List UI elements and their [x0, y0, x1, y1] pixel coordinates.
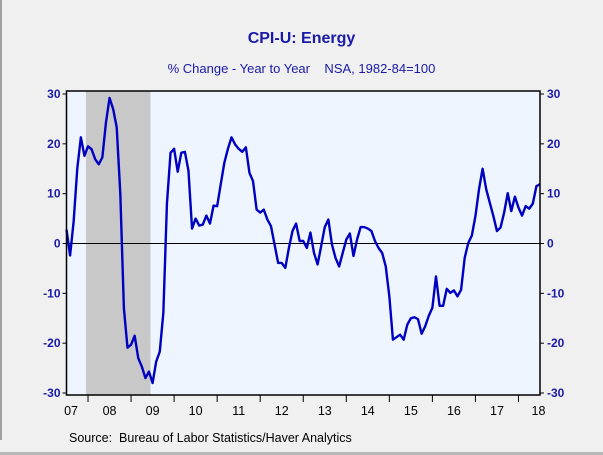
source-note: Source: Bureau of Labor Statistics/Haver…	[69, 431, 352, 445]
x-tick-label: 09	[146, 404, 160, 418]
x-tick-label: 17	[490, 404, 504, 418]
y-tick-label-right: 10	[547, 187, 561, 201]
y-tick-label-left: -10	[43, 286, 61, 300]
y-tick-label-right: -20	[547, 336, 565, 350]
y-tick-label-right: 20	[547, 137, 561, 151]
chart-subtitle: % Change - Year to Year NSA, 1982-84=100	[167, 61, 436, 76]
window-frame-left	[0, 0, 2, 440]
y-tick-label-right: -10	[547, 286, 565, 300]
y-tick-label-left: -20	[43, 336, 61, 350]
y-tick-label-left: -30	[43, 386, 61, 400]
y-tick-label-left: 0	[54, 237, 61, 251]
x-tick-label: 13	[318, 404, 332, 418]
y-tick-label-right: -30	[547, 386, 565, 400]
x-tick-label: 10	[189, 404, 203, 418]
x-tick-label: 14	[361, 404, 375, 418]
x-tick-label: 08	[103, 404, 117, 418]
x-axis: 07 08 09 10 11 12 13 14 15 16 17 18	[64, 395, 545, 418]
y-tick-label-left: 30	[47, 87, 61, 101]
y-tick-label-left: 10	[47, 187, 61, 201]
window-frame-bottom	[0, 452, 603, 455]
y-tick-label-left: 20	[47, 137, 61, 151]
chart-title: CPI-U: Energy	[247, 30, 356, 47]
y-tick-label-right: 30	[547, 87, 561, 101]
y-axis-right: 30 20 10 0 -10 -20 -30	[540, 87, 565, 400]
x-tick-label: 16	[447, 404, 461, 418]
x-tick-label: 11	[232, 404, 245, 418]
x-tick-label: 18	[532, 404, 546, 418]
x-tick-label: 15	[404, 404, 418, 418]
x-tick-label: 07	[64, 404, 78, 418]
y-tick-label-right: 0	[547, 237, 554, 251]
y-axis-left: 30 20 10 0 -10 -20 -30	[43, 87, 67, 400]
series-line-energy	[65, 96, 541, 385]
x-tick-label: 12	[275, 404, 289, 418]
